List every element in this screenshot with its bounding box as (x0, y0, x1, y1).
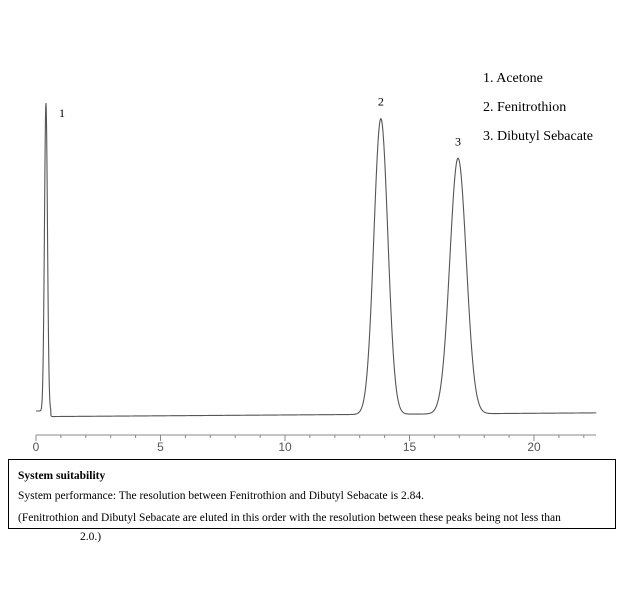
legend-item-dibutyl-sebacate: 3. Dibutyl Sebacate (483, 129, 594, 144)
peak-label-1: 1 (59, 106, 65, 120)
legend: 1. Acetone 2. Fenitrothion 3. Dibutyl Se… (483, 64, 593, 151)
suitability-order-text-continued: 2.0.) (80, 531, 102, 543)
system-suitability-box: System suitability System performance: T… (8, 459, 616, 529)
suitability-performance-text: System performance: The resolution betwe… (18, 490, 425, 502)
x-tick-label: 10 (278, 440, 292, 454)
x-tick-label: 20 (527, 440, 541, 454)
peak-label-2: 2 (378, 94, 384, 108)
peak-labels: 1 2 3 (59, 94, 461, 148)
x-tick-label: 5 (157, 440, 164, 454)
chromatogram-trace (36, 102, 597, 418)
x-tick-label: 15 (403, 440, 417, 454)
suitability-order-text: (Fenitrothion and Dibutyl Sebacate are e… (18, 512, 561, 524)
peak-label-3: 3 (455, 134, 461, 148)
suitability-title: System suitability (18, 470, 106, 482)
legend-item-acetone: 1. Acetone (483, 71, 543, 86)
x-tick-label: 0 (33, 440, 40, 454)
x-axis-ticks: 0 5 10 15 20 (33, 435, 585, 454)
legend-item-fenitrothion: 2. Fenitrothion (483, 100, 567, 115)
